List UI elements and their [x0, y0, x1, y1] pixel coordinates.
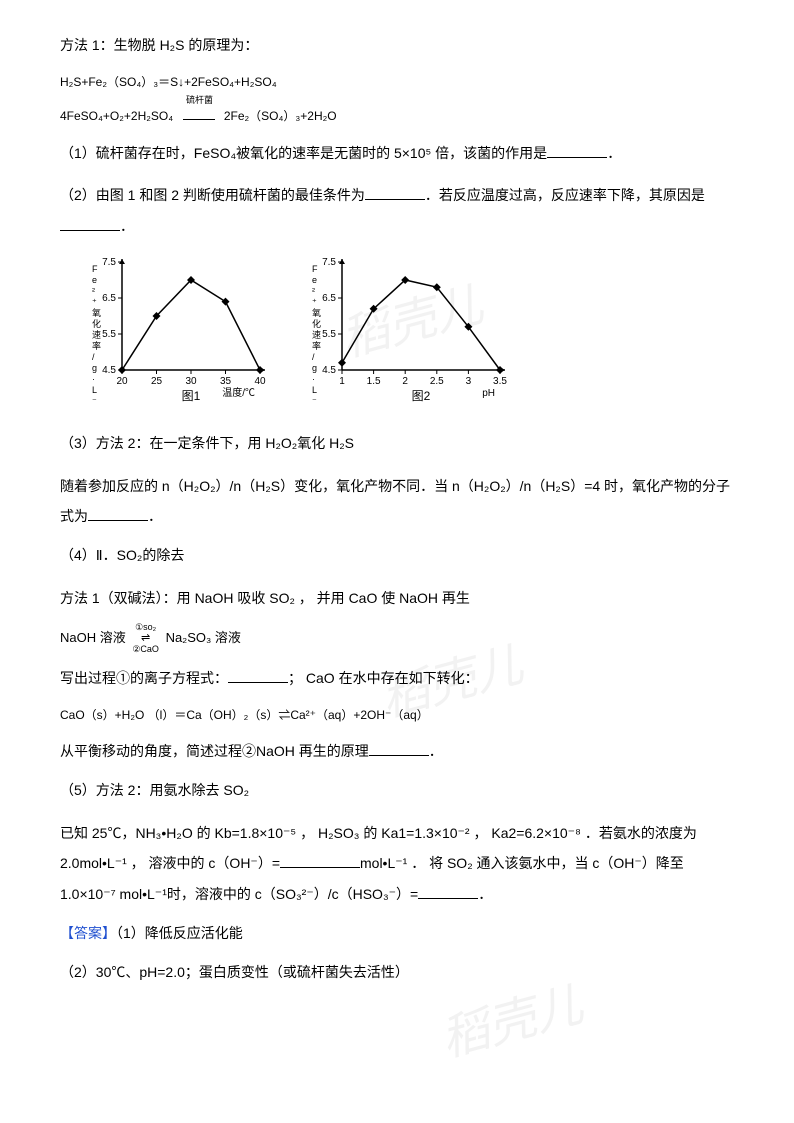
svg-text:⁻: ⁻ [312, 396, 317, 402]
blank [418, 883, 478, 899]
blank [365, 184, 425, 200]
svg-text:3: 3 [466, 376, 472, 387]
svg-text:速: 速 [312, 330, 321, 340]
answer-label: 【答案】 [60, 925, 116, 941]
svg-text:40: 40 [254, 376, 266, 387]
reversible-arrows: ①so₂⇌②CaO [132, 622, 159, 655]
svg-text:图1: 图1 [182, 389, 201, 402]
svg-text:速: 速 [92, 330, 101, 340]
blank [88, 505, 148, 521]
q1-text: （1）硫杆菌存在时，FeSO₄被氧化的速率是无菌时的 5×10⁵ 倍，该菌的作用… [60, 145, 547, 161]
svg-text:⁻: ⁻ [92, 396, 97, 402]
svg-text:2: 2 [402, 376, 408, 387]
svg-text:·: · [312, 374, 315, 384]
svg-text:L: L [312, 385, 317, 395]
svg-text:30: 30 [185, 376, 197, 387]
svg-text:2.5: 2.5 [430, 376, 444, 387]
q2-text-a: （2）由图 1 和图 2 判断使用硫杆菌的最佳条件为 [60, 187, 365, 203]
svg-text:化: 化 [92, 318, 101, 329]
chart-2: 11.522.533.54.55.56.57.5pHFe²⁺氧化速率/g·L⁻¹… [300, 252, 490, 413]
q4-subq-a: 写出过程①的离子方程式： ； CaO 在水中存在如下转化： [60, 663, 734, 694]
svg-text:6.5: 6.5 [102, 293, 116, 304]
question-3-line1: （3）方法 2：在一定条件下，用 H₂O₂氧化 H₂S [60, 428, 734, 459]
svg-text:3.5: 3.5 [493, 376, 507, 387]
svg-text:/: / [92, 352, 95, 362]
blank [228, 667, 288, 683]
svg-text:g: g [92, 363, 97, 373]
arrow-bot-label: ②CaO [132, 644, 159, 654]
svg-text:F: F [312, 264, 318, 274]
svg-text:6.5: 6.5 [322, 293, 336, 304]
q4c-text: 从平衡移动的角度，简述过程②NaOH 再生的原理 [60, 743, 369, 759]
svg-text:7.5: 7.5 [322, 257, 336, 268]
q4b-text: ； CaO 在水中存在如下转化： [288, 670, 479, 686]
svg-text:25: 25 [151, 376, 163, 387]
question-2: （2）由图 1 和图 2 判断使用硫杆菌的最佳条件为 ．若反应温度过高，反应速率下… [60, 180, 734, 242]
answer-1: 【答案】（1）降低反应活化能 [60, 918, 734, 949]
q4a-text: 写出过程①的离子方程式： [60, 670, 228, 686]
svg-text:化: 化 [312, 318, 321, 329]
q1-end: ． [607, 145, 621, 161]
equation-2: 4FeSO₄+O₂+2H₂SO₄ 硫杆菌 2Fe₂（SO₄）₃+2H₂O [60, 103, 734, 129]
q4-eq-left: NaOH 溶液 [60, 630, 126, 645]
svg-text:F: F [92, 264, 98, 274]
charts-row: 20253035404.55.56.57.5温度/℃Fe²⁺氧化速率/g·L⁻¹… [80, 252, 734, 413]
q4c-end: ． [429, 743, 443, 759]
eq2-left: 4FeSO₄+O₂+2H₂SO₄ [60, 109, 173, 123]
svg-text:率: 率 [312, 340, 321, 351]
question-5-title: （5）方法 2：用氨水除去 SO₂ [60, 775, 734, 806]
question-3-line2: 随着参加反应的 n（H₂O₂）/n（H₂S）变化，氧化产物不同．当 n（H₂O₂… [60, 471, 734, 533]
q4-equation-2: CaO（s）+H₂O （l）＝Ca（OH）₂（s）⇌Ca²⁺（aq）+2OH⁻（… [60, 702, 734, 728]
svg-text:氧: 氧 [312, 307, 321, 318]
svg-text:4.5: 4.5 [322, 365, 336, 376]
question-5-body: 已知 25℃，NH₃•H₂O 的 Kb=1.8×10⁻⁵ ， H₂SO₃ 的 K… [60, 818, 734, 910]
svg-text:⁺: ⁺ [92, 297, 97, 307]
question-4-title: （4）Ⅱ．SO₂的除去 [60, 540, 734, 571]
equation-1: H₂S+Fe₂（SO₄）₃＝S↓+2FeSO₄+H₂SO₄ [60, 69, 734, 95]
svg-text:5.5: 5.5 [102, 329, 116, 340]
chart-1: 20253035404.55.56.57.5温度/℃Fe²⁺氧化速率/g·L⁻¹… [80, 252, 270, 413]
blank [60, 215, 120, 231]
svg-text:L: L [92, 385, 97, 395]
svg-text:1.5: 1.5 [367, 376, 381, 387]
svg-text:率: 率 [92, 340, 101, 351]
q2-end: ． [120, 218, 134, 234]
q5-end: ． [478, 886, 492, 902]
svg-text:5.5: 5.5 [322, 329, 336, 340]
svg-text:20: 20 [116, 376, 128, 387]
svg-text:·: · [92, 374, 95, 384]
q4-eq-right: Na₂SO₃ 溶液 [166, 630, 241, 645]
method1-title: 方法 1：生物脱 H₂S 的原理为： [60, 30, 734, 61]
svg-text:e: e [92, 275, 97, 285]
q3-end: ． [148, 508, 162, 524]
svg-text:²: ² [92, 286, 95, 296]
eq2-right: 2Fe₂（SO₄）₃+2H₂O [224, 109, 337, 123]
svg-text:pH: pH [482, 388, 495, 399]
svg-text:1: 1 [339, 376, 345, 387]
blank [369, 740, 429, 756]
svg-text:²: ² [312, 286, 315, 296]
svg-text:g: g [312, 363, 317, 373]
svg-text:e: e [312, 275, 317, 285]
catalyst-label: 硫杆菌 [185, 91, 215, 111]
svg-text:图2: 图2 [412, 389, 431, 402]
svg-text:⁺: ⁺ [312, 297, 317, 307]
watermark-text: 稻壳儿 [436, 978, 589, 1066]
q4-equation: NaOH 溶液 ①so₂⇌②CaO Na₂SO₃ 溶液 [60, 622, 734, 655]
blank [280, 852, 360, 868]
blank [547, 142, 607, 158]
answer-2: （2）30℃、pH=2.0；蛋白质变性（或硫杆菌失去活性） [60, 957, 734, 988]
svg-text:氧: 氧 [92, 307, 101, 318]
svg-text:35: 35 [220, 376, 232, 387]
svg-text:4.5: 4.5 [102, 365, 116, 376]
svg-text:7.5: 7.5 [102, 257, 116, 268]
svg-text:/: / [312, 352, 315, 362]
q4-subq-c: 从平衡移动的角度，简述过程②NaOH 再生的原理 ． [60, 736, 734, 767]
q2-text-b: ．若反应温度过高，反应速率下降，其原因是 [425, 187, 705, 203]
arrow-top-label: ①so₂ [135, 622, 156, 632]
svg-text:温度/℃: 温度/℃ [222, 386, 255, 399]
answer-1-text: （1）降低反应活化能 [116, 925, 243, 941]
q4-method: 方法 1（双碱法）：用 NaOH 吸收 SO₂ ， 并用 CaO 使 NaOH … [60, 583, 734, 614]
question-1: （1）硫杆菌存在时，FeSO₄被氧化的速率是无菌时的 5×10⁵ 倍，该菌的作用… [60, 138, 734, 169]
